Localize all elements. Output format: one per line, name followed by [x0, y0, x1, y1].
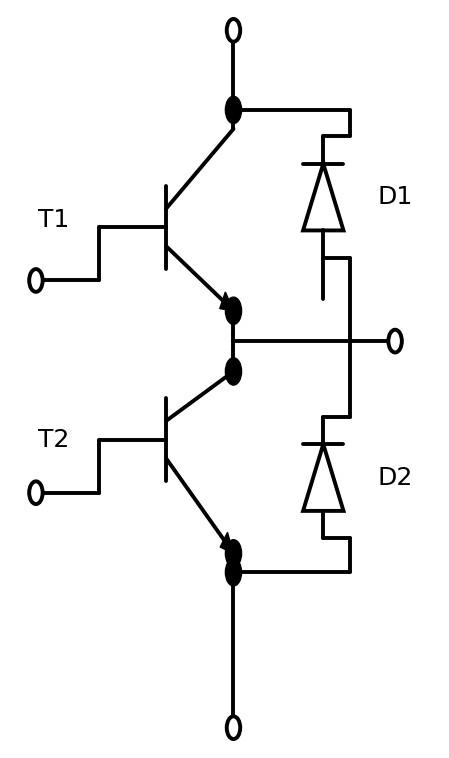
Circle shape: [29, 269, 43, 292]
Polygon shape: [220, 532, 233, 553]
Polygon shape: [220, 292, 233, 311]
Circle shape: [225, 358, 242, 385]
Circle shape: [225, 297, 242, 324]
Text: D2: D2: [377, 465, 413, 490]
Text: T1: T1: [38, 208, 70, 232]
Circle shape: [225, 540, 242, 567]
Circle shape: [225, 96, 242, 124]
Circle shape: [227, 716, 240, 739]
Text: D1: D1: [377, 185, 413, 209]
Circle shape: [225, 559, 242, 586]
Circle shape: [388, 330, 402, 352]
Text: T2: T2: [38, 428, 70, 452]
Circle shape: [29, 481, 43, 504]
Circle shape: [227, 19, 240, 42]
